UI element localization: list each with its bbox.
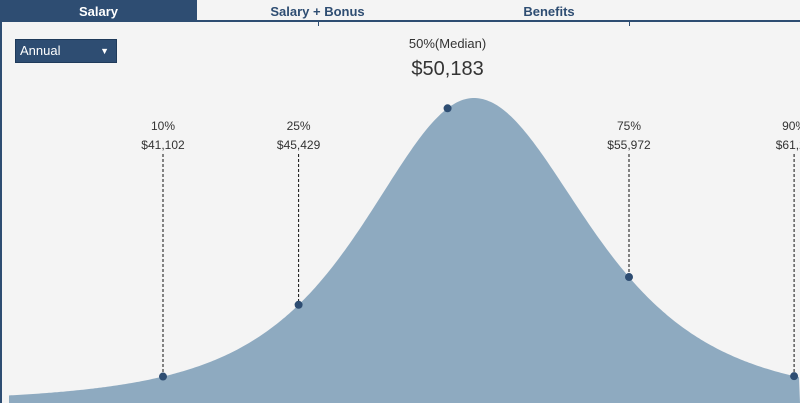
tab-salary[interactable]: Salary — [0, 0, 197, 22]
distribution-curve — [9, 98, 800, 403]
period-select[interactable]: Annual ▼ — [15, 39, 117, 63]
tab-separator — [318, 20, 319, 26]
median-percentile-label: 50%(Median) — [409, 36, 486, 51]
percentile-value-label: $55,972 — [607, 138, 651, 152]
percentile-point — [294, 300, 303, 309]
percentile-value-label: $45,429 — [277, 138, 321, 152]
percentile-point — [790, 372, 799, 381]
period-select-value: Annual — [20, 43, 61, 58]
percentile-point — [443, 104, 452, 113]
percentile-value-label: $41,102 — [141, 138, 185, 152]
tab-benefits[interactable]: Benefits — [523, 4, 575, 19]
percentile-point — [159, 372, 167, 381]
tab-separator — [629, 20, 630, 26]
tab-salary-bonus[interactable]: Salary + Bonus — [270, 4, 365, 19]
percentile-label: 25% — [287, 119, 311, 133]
chart-frame — [0, 22, 800, 403]
percentile-point — [625, 273, 633, 282]
chevron-down-icon: ▼ — [100, 46, 109, 56]
tab-bar: Salary Salary + Bonus Benefits — [0, 0, 800, 26]
percentile-label: 90% — [782, 119, 800, 133]
percentile-label: 10% — [151, 119, 175, 133]
median-value-label: $50,183 — [411, 58, 483, 80]
percentile-label: 75% — [617, 119, 641, 133]
percentile-value-label: $61,24 — [776, 138, 800, 152]
